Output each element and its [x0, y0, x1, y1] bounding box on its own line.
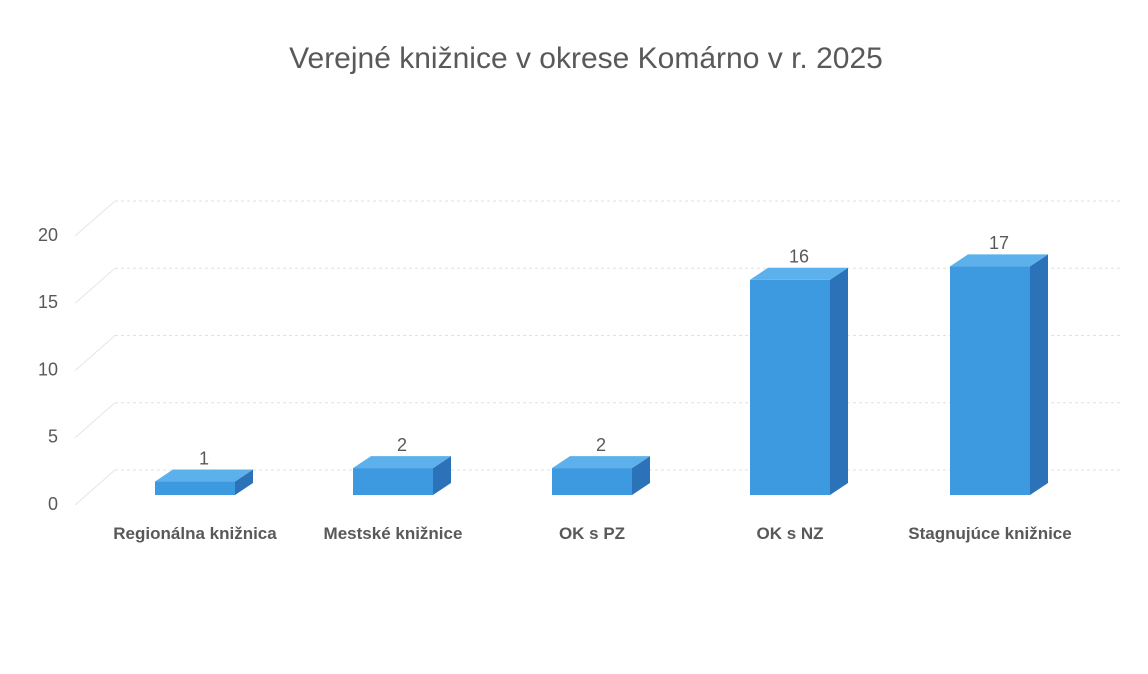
grid-line	[74, 469, 116, 506]
grid-line	[74, 267, 116, 304]
bar-top	[950, 254, 1048, 267]
bar-side	[632, 456, 650, 495]
data-label: 2	[397, 435, 407, 455]
grid-line	[74, 335, 116, 371]
bar-side	[433, 456, 451, 495]
y-tick-label: 0	[48, 494, 58, 514]
chart-title: Verejné knižnice v okrese Komárno v r. 2…	[289, 42, 883, 75]
x-tick-label: Mestské knižnice	[323, 524, 463, 543]
y-tick-label: 20	[38, 225, 58, 245]
x-tick-label: Stagnujúce knižnice	[908, 524, 1072, 543]
bar-top	[552, 456, 650, 469]
bar	[155, 481, 235, 495]
x-tick-label: OK s PZ	[558, 524, 626, 543]
grid-line	[74, 200, 116, 237]
data-label: 17	[989, 233, 1009, 253]
bar	[353, 468, 433, 495]
bar-top	[155, 469, 253, 482]
bar-side	[830, 267, 848, 495]
y-tick-label: 10	[38, 359, 58, 379]
bar	[950, 266, 1030, 495]
y-tick-label: 5	[48, 427, 58, 447]
bar	[552, 468, 632, 495]
bar-top	[750, 267, 848, 280]
x-tick-label: OK s NZ	[756, 524, 824, 543]
grid-line	[74, 402, 116, 439]
y-tick-label: 15	[38, 292, 58, 312]
data-label: 1	[199, 448, 209, 468]
data-label: 16	[789, 247, 809, 267]
bar	[750, 279, 830, 495]
bar-top	[353, 456, 451, 469]
data-label: 2	[596, 435, 606, 455]
bar-side	[1030, 254, 1048, 495]
bar-side	[235, 469, 253, 495]
x-tick-label: Regionálna knižnica	[113, 524, 277, 543]
